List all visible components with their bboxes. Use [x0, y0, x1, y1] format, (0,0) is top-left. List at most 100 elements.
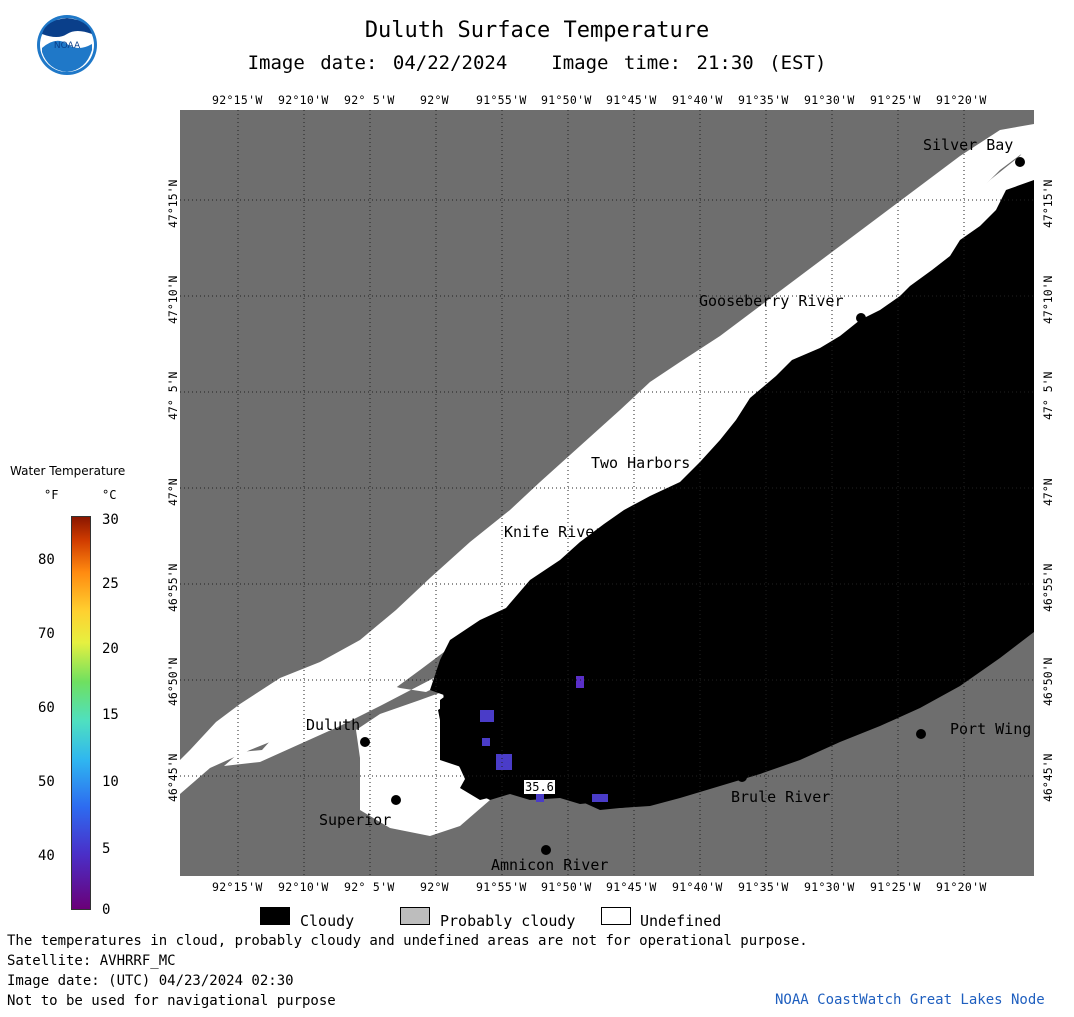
c-tick: 15 [102, 707, 119, 723]
undefined-label: Undefined [640, 912, 722, 930]
lon-label: 92°W [420, 880, 449, 894]
water-pixel [480, 710, 494, 722]
lon-label: 91°35'W [738, 93, 789, 107]
lon-label: 91°20'W [936, 93, 987, 107]
cloudy-swatch [260, 907, 290, 925]
image-date: Image date: 04/22/2024 [247, 52, 508, 74]
temperature-sample-value: 35.6 [524, 780, 555, 794]
lat-label: 47° 5'N [166, 371, 180, 420]
lon-label: 91°35'W [738, 880, 789, 894]
f-tick: 80 [38, 552, 55, 568]
unit-fahrenheit: °F [44, 488, 59, 502]
temperature-map[interactable]: Silver Bay Gooseberry River Two Harbors … [180, 110, 1034, 876]
lat-label: 46°50'N [1041, 657, 1055, 706]
lat-label: 47°N [166, 478, 180, 506]
unit-celsius: °C [102, 488, 117, 502]
utc-date: Image date: (UTC) 04/23/2024 02:30 [7, 973, 294, 989]
lon-label: 91°50'W [541, 93, 592, 107]
lon-label: 92°10'W [278, 93, 329, 107]
place-label: Two Harbors [591, 454, 691, 472]
lat-label: 46°55'N [1041, 563, 1055, 612]
lat-label: 47° 5'N [1041, 371, 1055, 420]
page-title: Duluth Surface Temperature [364, 18, 710, 43]
place-label: Gooseberry River [699, 292, 844, 310]
noaa-logo: NOAA [37, 15, 97, 75]
port-wing-marker [916, 729, 926, 739]
logo-text: NOAA [54, 41, 81, 51]
temperature-color-bar [71, 516, 91, 910]
lon-label: 91°55'W [476, 880, 527, 894]
lon-label: 91°20'W [936, 880, 987, 894]
f-tick: 40 [38, 848, 55, 864]
lon-label: 92°15'W [212, 93, 263, 107]
lon-label: 91°30'W [804, 93, 855, 107]
place-label: Port Wing [950, 720, 1032, 738]
credit-link[interactable]: NOAA CoastWatch Great Lakes Node [775, 992, 1045, 1008]
f-tick: 70 [38, 626, 55, 642]
image-datetime: Image date: 04/22/2024 Image time: 21:30 … [0, 52, 1074, 74]
c-tick: 0 [102, 902, 111, 918]
undefined-swatch [601, 907, 631, 925]
place-label: Amnicon River [491, 856, 609, 874]
duluth-marker [360, 737, 370, 747]
lat-label: 46°55'N [166, 563, 180, 612]
lon-label: 91°40'W [672, 880, 723, 894]
lon-label: 91°25'W [870, 93, 921, 107]
lon-label: 91°25'W [870, 880, 921, 894]
water-pixel [592, 794, 608, 802]
lon-label: 92°15'W [212, 880, 263, 894]
f-tick: 60 [38, 700, 55, 716]
water-pixel [536, 794, 544, 802]
lat-label: 47°N [1041, 478, 1055, 506]
place-label: Knife River [504, 523, 604, 541]
lon-label: 91°40'W [672, 93, 723, 107]
disclaimer: The temperatures in cloud, probably clou… [7, 933, 808, 949]
silver-bay-marker [1015, 157, 1025, 167]
lon-label: 91°50'W [541, 880, 592, 894]
map-canvas [180, 110, 1034, 876]
image-time: Image time: 21:30 (EST) [551, 52, 827, 74]
lon-label: 92° 5'W [344, 93, 395, 107]
c-tick: 5 [102, 841, 111, 857]
two-harbors-marker [705, 473, 715, 483]
lon-label: 92°W [420, 93, 449, 107]
undefined-area [180, 124, 1034, 794]
lat-label: 47°10'N [1041, 275, 1055, 324]
lat-label: 46°45'N [1041, 753, 1055, 802]
lat-label: 47°15'N [166, 179, 180, 228]
lat-label: 46°45'N [166, 753, 180, 802]
knife-river-marker [604, 544, 614, 554]
lon-label: 92° 5'W [344, 880, 395, 894]
c-tick: 30 [102, 512, 119, 528]
cloudy-label: Cloudy [300, 912, 355, 930]
water-pixel [496, 754, 512, 770]
place-label: Superior [319, 811, 392, 829]
probably-cloudy-label: Probably cloudy [440, 912, 576, 930]
probably-cloudy-swatch [400, 907, 430, 925]
town-markers [360, 157, 1025, 855]
c-tick: 10 [102, 774, 119, 790]
lon-label: 91°45'W [606, 93, 657, 107]
lon-label: 92°10'W [278, 880, 329, 894]
amnicon-river-marker [541, 845, 551, 855]
navigation-warning: Not to be used for navigational purpose [7, 993, 336, 1009]
water-pixel [482, 738, 490, 746]
gooseberry-river-marker [856, 313, 866, 323]
lat-label: 47°15'N [1041, 179, 1055, 228]
place-label: Brule River [731, 788, 831, 806]
satellite-info: Satellite: AVHRRF_MC [7, 953, 176, 969]
f-tick: 50 [38, 774, 55, 790]
lat-label: 46°50'N [166, 657, 180, 706]
lon-label: 91°45'W [606, 880, 657, 894]
brule-river-marker [737, 772, 747, 782]
cloudy-area [438, 182, 1034, 808]
c-tick: 20 [102, 641, 119, 657]
lon-label: 91°30'W [804, 880, 855, 894]
place-label: Silver Bay [923, 136, 1014, 154]
legend-title: Water Temperature [10, 464, 126, 478]
lon-label: 91°55'W [476, 93, 527, 107]
superior-marker [391, 795, 401, 805]
water-pixel [576, 676, 584, 688]
place-label: Duluth [306, 716, 361, 734]
c-tick: 25 [102, 576, 119, 592]
